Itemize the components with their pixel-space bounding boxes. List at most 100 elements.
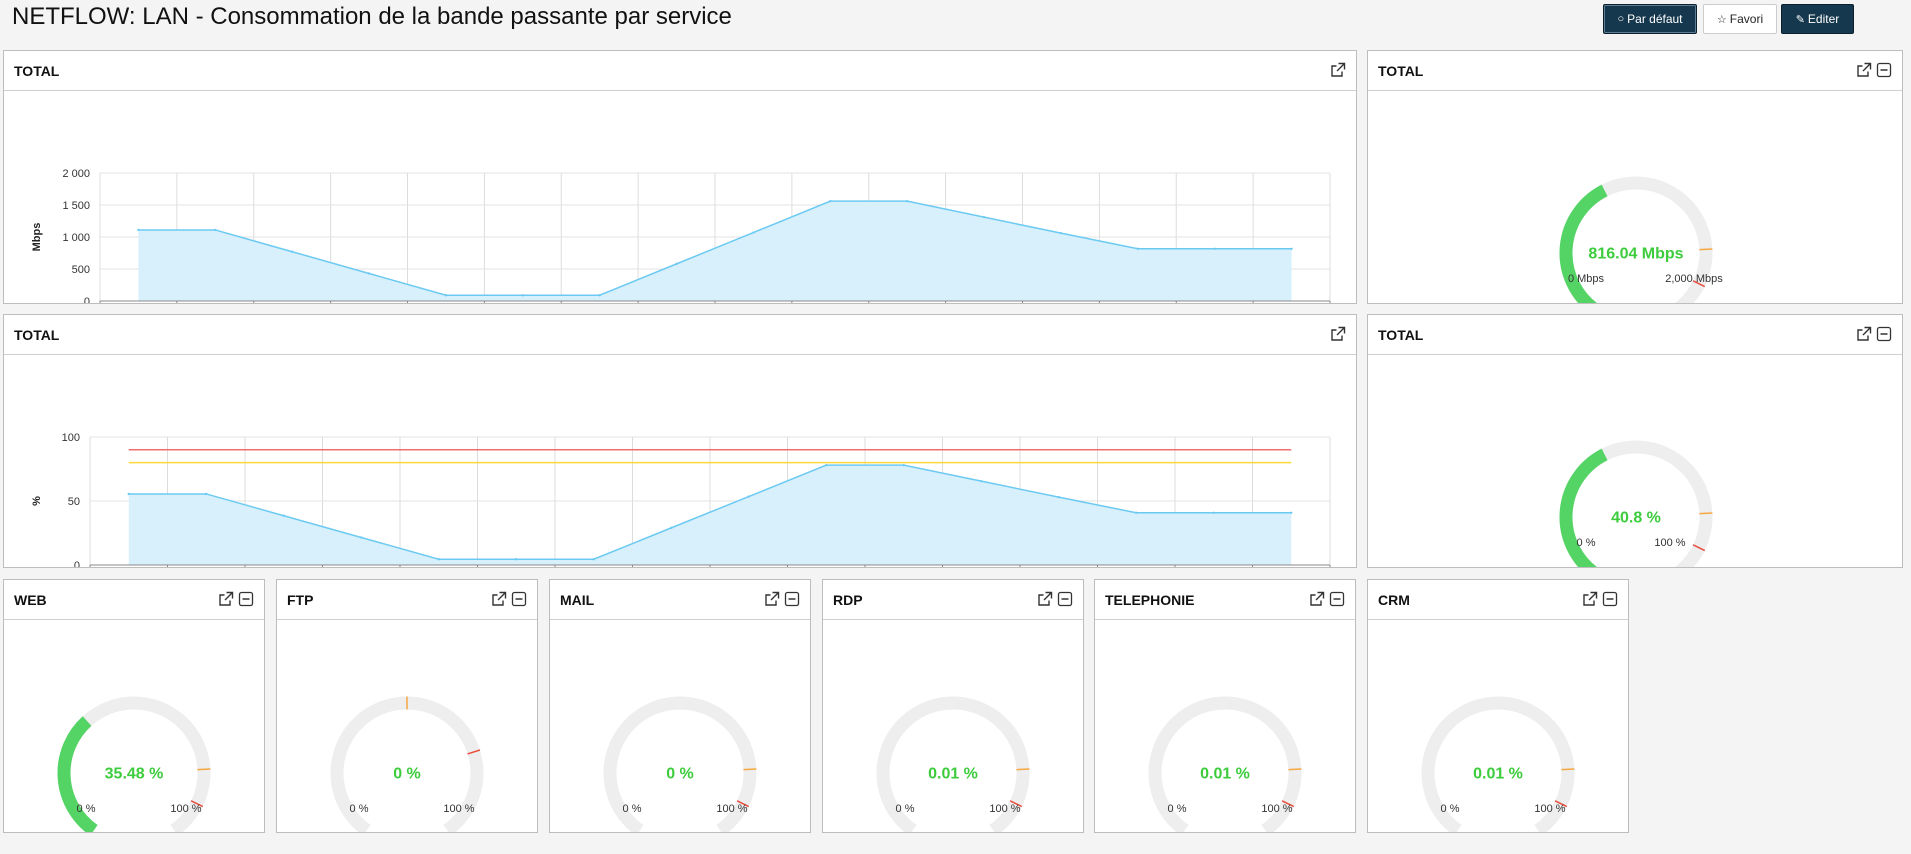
external-link-icon[interactable]	[1856, 62, 1872, 78]
bandwidth-gauge-panel: TOTAL 816.04 Mbps 0 Mbps 2,000 Mbps	[1367, 50, 1903, 304]
external-link-icon[interactable]	[218, 591, 234, 607]
gauge-critical-marker	[190, 800, 204, 808]
data-point	[905, 199, 909, 203]
gauge-value-label: 40.8 %	[1611, 510, 1661, 527]
series-area	[128, 465, 1292, 565]
external-link-icon[interactable]	[764, 591, 780, 607]
series-area	[138, 201, 1292, 301]
data-point	[1057, 495, 1060, 499]
data-point	[1290, 511, 1293, 514]
gauge-max-label: 100 %	[989, 803, 1020, 815]
default-view-button[interactable]: ○ Par défaut	[1603, 4, 1697, 34]
gauge-max-label: 100 %	[1534, 803, 1565, 815]
external-link-icon[interactable]	[1309, 591, 1325, 607]
panel-title: RDP	[833, 592, 863, 608]
data-point	[437, 558, 440, 561]
minimize-icon[interactable]	[1329, 591, 1345, 607]
gauge-warning-marker	[743, 768, 757, 771]
minimize-icon[interactable]	[1602, 591, 1618, 607]
minimize-icon[interactable]	[511, 591, 527, 607]
bandwidth-gauge: 816.04 Mbps 0 Mbps 2,000 Mbps	[1559, 176, 1723, 303]
external-link-icon[interactable]	[1582, 591, 1598, 607]
gauge-critical-marker	[1009, 800, 1023, 808]
gauge-track	[876, 696, 1030, 832]
page-title: NETFLOW: LAN - Consommation de la bande …	[12, 3, 732, 30]
panel-title: TELEPHONIE	[1105, 592, 1195, 608]
series-line	[138, 200, 1292, 296]
telephonie-gauge: 0.01 % 0 % 100 %	[1148, 696, 1302, 832]
external-link-icon[interactable]	[491, 591, 507, 607]
external-link-icon[interactable]	[1330, 62, 1346, 78]
data-point	[825, 463, 828, 467]
minimize-icon[interactable]	[1876, 62, 1892, 78]
pencil-icon: ✎	[1795, 13, 1805, 26]
minimize-icon[interactable]	[1876, 326, 1892, 342]
web-gauge: 35.48 % 0 % 100 %	[57, 696, 211, 832]
percent-chart-panel: TOTAL Janv. 0918:22Janv. 0918:23Janv. 09…	[3, 314, 1357, 568]
data-point	[1213, 247, 1216, 250]
gauge-critical-marker	[1692, 544, 1706, 552]
gauge-critical-marker	[736, 800, 750, 808]
y-tick-label: 1 000	[62, 232, 90, 244]
minimize-icon[interactable]	[238, 591, 254, 607]
data-point	[205, 492, 208, 496]
gauge-max-label: 100 %	[1654, 537, 1685, 549]
panel-title: TOTAL	[14, 327, 60, 343]
mail-gauge: 0 % 0 % 100 %	[603, 696, 757, 832]
panel-header: RDP	[823, 580, 1083, 620]
gauge-critical-marker	[1281, 800, 1295, 808]
telephonie-gauge-panel: TELEPHONIE 0.01 % 0 % 100 %	[1094, 579, 1356, 833]
minimize-icon[interactable]	[1057, 591, 1073, 607]
panel-title: TOTAL	[1378, 327, 1424, 343]
gauge-warning-marker	[1699, 248, 1713, 251]
panel-header: WEB	[4, 580, 264, 620]
star-icon: ☆	[1716, 13, 1727, 26]
favorite-button[interactable]: ☆ Favori	[1703, 4, 1777, 34]
gauge-value-label: 0 %	[393, 766, 421, 783]
data-point	[137, 228, 140, 232]
gauge-critical-marker	[1692, 280, 1706, 288]
gauge-critical-marker	[1554, 800, 1568, 808]
data-point	[598, 294, 601, 297]
circle-icon: ○	[1617, 13, 1625, 25]
gauge-value-label: 0 %	[666, 766, 694, 783]
gauge-min-label: 0 %	[1441, 803, 1460, 815]
y-tick-label: 0	[74, 560, 80, 567]
y-tick-label: 50	[68, 496, 80, 508]
gauge-track	[603, 696, 757, 832]
gauge-value-arc	[57, 716, 98, 832]
external-link-icon[interactable]	[1330, 326, 1346, 342]
gauge-warning-marker	[1288, 768, 1302, 771]
panel-header: TOTAL	[1368, 51, 1902, 91]
y-axis-label: %	[31, 496, 43, 506]
y-tick-label: 0	[84, 296, 90, 303]
data-point	[752, 231, 755, 234]
panel-header: TOTAL	[4, 51, 1356, 91]
y-tick-label: 500	[72, 264, 90, 276]
external-link-icon[interactable]	[1037, 591, 1053, 607]
panel-header: MAIL	[550, 580, 810, 620]
data-point	[367, 272, 371, 275]
minimize-icon[interactable]	[784, 591, 800, 607]
data-point	[444, 294, 448, 297]
gauge-max-label: 100 %	[443, 803, 474, 815]
percent-gauge: 40.8 % 0 % 100 %	[1559, 440, 1713, 567]
gauge-value-label: 0.01 %	[1473, 766, 1523, 783]
panel-title: TOTAL	[14, 63, 60, 79]
gauge-critical-marker	[467, 749, 481, 755]
data-point	[675, 262, 678, 266]
rdp-gauge: 0.01 % 0 % 100 %	[876, 696, 1030, 832]
panel-header: CRM	[1368, 580, 1628, 620]
percent-gauge-panel: TOTAL 40.8 % 0 % 100 %	[1367, 314, 1903, 568]
data-point	[1059, 231, 1063, 235]
panel-title: WEB	[14, 592, 47, 608]
data-point	[521, 294, 525, 297]
edit-button[interactable]: ✎ Editer	[1781, 4, 1854, 34]
gauge-min-label: 0 %	[623, 803, 642, 815]
panel-header: TELEPHONIE	[1095, 580, 1355, 620]
gauge-track	[1421, 696, 1575, 832]
gauge-min-label: 0 Mbps	[1568, 273, 1605, 285]
data-point	[360, 536, 363, 539]
external-link-icon[interactable]	[1856, 326, 1872, 342]
bandwidth-area-chart: Janv. 0918:22Janv. 0918:23Janv. 0918:24J…	[31, 168, 1331, 303]
